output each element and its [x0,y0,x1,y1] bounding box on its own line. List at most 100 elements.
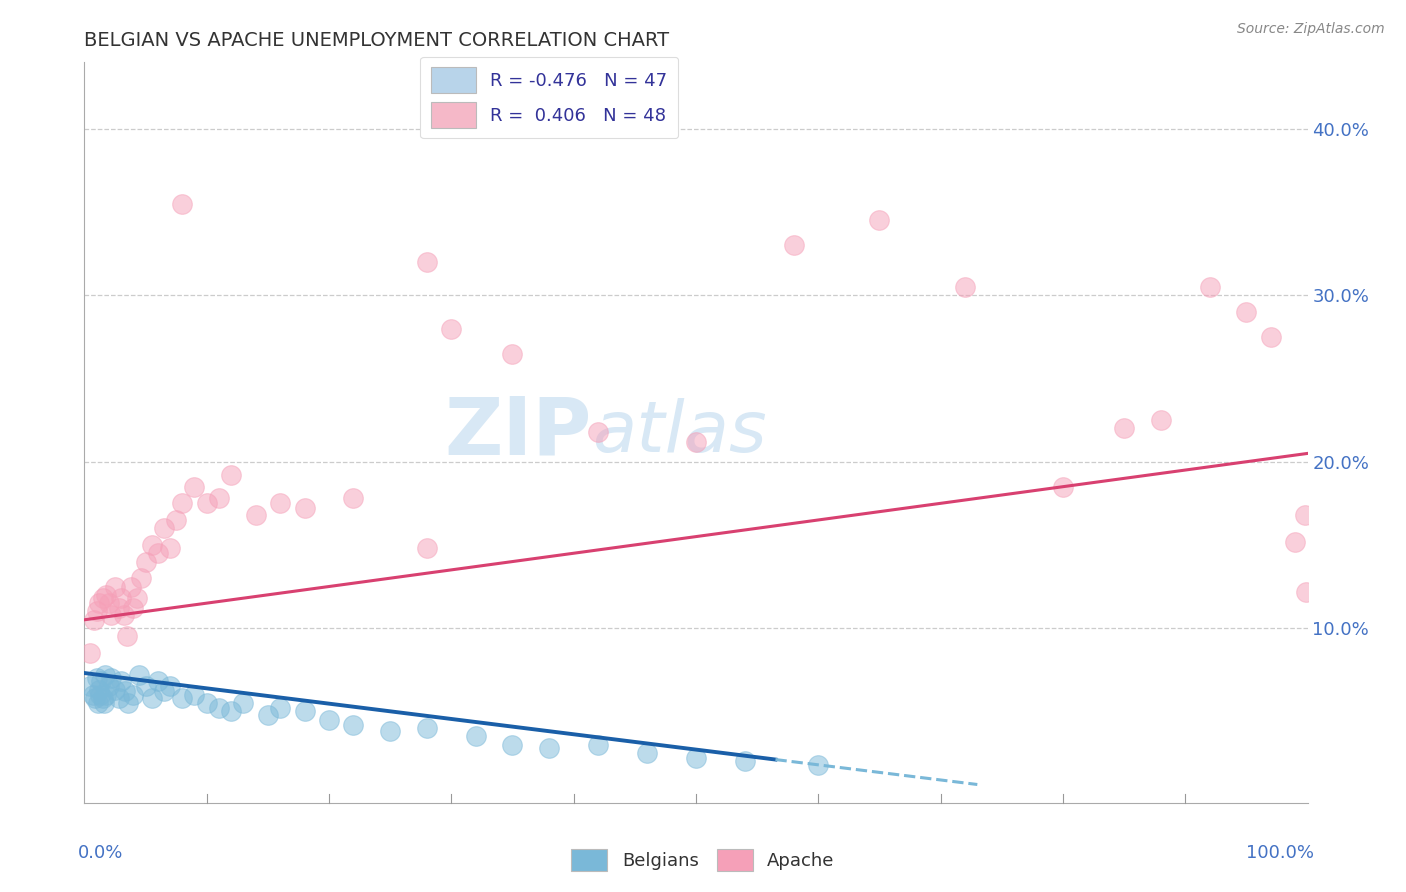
Point [869,213,891,227]
Point [1295,584,1317,599]
Point [104,682,127,697]
Point [83,613,105,627]
Point [257,707,280,722]
Point [110,591,132,606]
Point [1114,421,1136,435]
Point [91,591,114,606]
Point [172,197,194,211]
Point [89,688,111,702]
Point [120,580,142,594]
Point [318,713,340,727]
Point [1052,480,1074,494]
Point [416,255,439,269]
Point [208,491,231,506]
Legend: R = -0.476   N = 47, R =  0.406   N = 48: R = -0.476 N = 47, R = 0.406 N = 48 [420,57,678,138]
Point [79,679,101,693]
Point [953,280,976,294]
Legend: Belgians, Apache: Belgians, Apache [564,842,842,879]
Point [122,601,145,615]
Point [87,596,110,610]
Point [86,671,108,685]
Point [538,740,561,755]
Point [129,571,152,585]
Point [195,696,218,710]
Point [91,690,114,705]
Point [146,674,169,689]
Point [141,538,163,552]
Point [1260,330,1282,344]
Point [114,684,136,698]
Point [90,674,112,689]
Point [294,501,316,516]
Point [294,704,316,718]
Point [96,588,118,602]
Point [153,684,176,698]
Point [502,346,524,360]
Point [1236,305,1258,319]
Point [94,667,117,681]
Point [219,468,242,483]
Point [112,607,135,622]
Point [107,601,129,615]
Point [79,646,101,660]
Text: Source: ZipAtlas.com: Source: ZipAtlas.com [1237,22,1385,37]
Point [125,591,148,606]
Point [685,751,707,765]
Point [342,491,364,506]
Point [342,717,364,731]
Point [159,679,181,693]
Point [172,496,194,510]
Point [1150,413,1173,427]
Text: ZIP: ZIP [444,393,592,472]
Text: BELGIAN VS APACHE UNEMPLOYMENT CORRELATION CHART: BELGIAN VS APACHE UNEMPLOYMENT CORRELATI… [84,30,669,50]
Point [586,738,609,752]
Point [84,690,107,705]
Text: 100.0%: 100.0% [1246,844,1313,862]
Point [97,679,120,693]
Point [685,434,707,449]
Point [87,682,110,697]
Point [464,729,486,743]
Point [159,541,181,556]
Point [586,425,609,439]
Point [245,508,267,522]
Point [1284,534,1306,549]
Point [416,721,439,735]
Point [636,746,658,760]
Point [183,480,205,494]
Text: atlas: atlas [592,398,766,467]
Point [232,696,254,710]
Point [117,696,139,710]
Point [269,701,291,715]
Point [1294,508,1316,522]
Point [172,690,194,705]
Point [100,607,122,622]
Point [783,238,806,252]
Point [107,690,129,705]
Point [1198,280,1220,294]
Point [734,754,756,768]
Point [183,688,205,702]
Point [141,690,163,705]
Point [135,555,157,569]
Point [380,724,402,739]
Point [165,513,187,527]
Point [128,667,150,681]
Point [96,688,118,702]
Point [115,629,138,643]
Point [153,521,176,535]
Point [502,738,524,752]
Point [195,496,218,510]
Point [135,679,157,693]
Point [269,496,291,510]
Point [416,541,439,556]
Point [93,696,115,710]
Point [146,546,169,560]
Point [100,671,122,685]
Point [122,688,145,702]
Point [87,696,110,710]
Text: 0.0%: 0.0% [79,844,124,862]
Point [219,704,242,718]
Point [110,674,132,689]
Point [440,321,463,335]
